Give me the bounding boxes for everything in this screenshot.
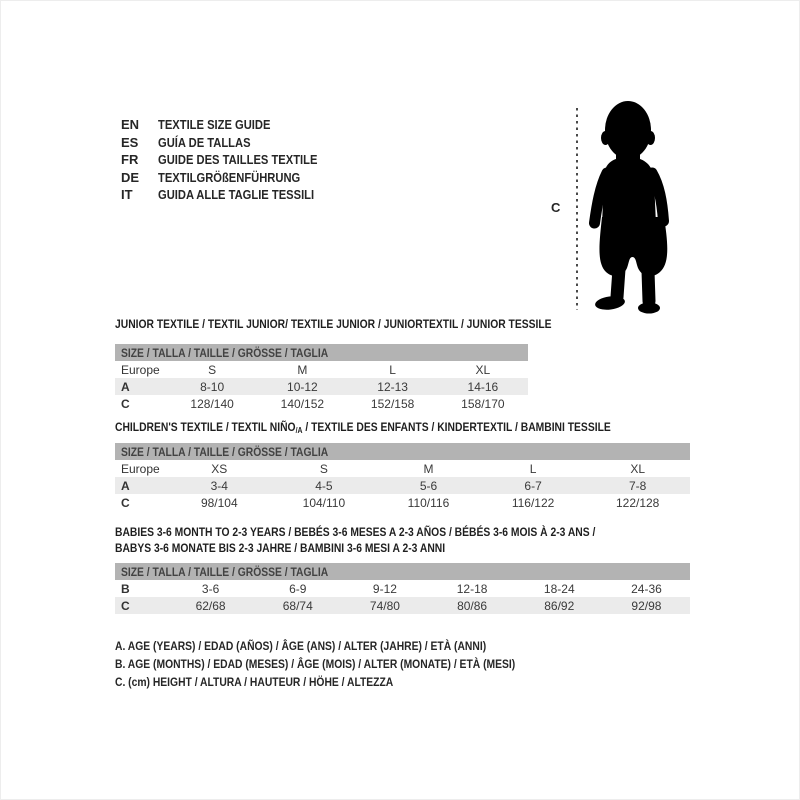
language-row-es: ES GUÍA DE TALLAS — [121, 134, 343, 152]
table-title-line1: BABIES 3-6 MONTH TO 2-3 YEARS / BEBÉS 3-… — [115, 525, 596, 539]
value-cell: 12-18 — [456, 581, 488, 596]
value-cell: 3-4 — [210, 478, 228, 493]
value-cell: 116/122 — [511, 495, 555, 510]
language-title: TEXTILGRÖßENFÜHRUNG — [158, 169, 301, 185]
row-label: C — [121, 396, 130, 411]
value-cell: 68/74 — [282, 598, 313, 613]
row-label: B — [121, 581, 130, 596]
value-cell: 104/110 — [302, 495, 346, 510]
title-subscript: /A — [295, 426, 303, 435]
footnotes: A. AGE (YEARS) / EDAD (AÑOS) / ÂGE (ANS)… — [115, 637, 580, 691]
value-cell: 122/128 — [615, 495, 660, 510]
size-cell: XS — [211, 461, 228, 476]
table-row-c: C 62/68 68/74 74/80 80/86 86/92 92/98 — [115, 597, 690, 614]
size-figure: C — [545, 95, 705, 327]
language-code: ES — [121, 134, 139, 150]
value-cell: 5-6 — [419, 478, 438, 493]
value-cell: 98/104 — [200, 495, 238, 510]
value-cell: 80/86 — [457, 598, 488, 613]
row-label: Europe — [121, 362, 160, 377]
row-label: A — [121, 379, 130, 394]
footnote-a: A. AGE (YEARS) / EDAD (AÑOS) / ÂGE (ANS)… — [115, 639, 487, 653]
value-cell: 12-13 — [377, 379, 408, 394]
value-cell: 86/92 — [544, 598, 575, 613]
value-cell: 128/140 — [190, 396, 234, 411]
row-label: C — [121, 495, 130, 510]
value-cell: 14-16 — [467, 379, 499, 394]
table-row-b: B 3-6 6-9 9-12 12-18 18-24 24-36 — [115, 580, 690, 597]
size-header-bar: SIZE / TALLA / TAILLE / GRÖSSE / TAGLIA — [115, 344, 528, 361]
value-cell: 140/152 — [280, 396, 325, 411]
value-cell: 24-36 — [631, 581, 662, 596]
babies-table: BABIES 3-6 MONTH TO 2-3 YEARS / BEBÉS 3-… — [115, 524, 690, 614]
height-dotted-line — [576, 108, 578, 310]
size-cell: M — [423, 461, 434, 476]
value-cell: 74/80 — [369, 598, 400, 613]
value-cell: 18-24 — [543, 581, 575, 596]
table-title: CHILDREN'S TEXTILE / TEXTIL NIÑO/A / TEX… — [115, 420, 611, 435]
size-header-bar: SIZE / TALLA / TAILLE / GRÖSSE / TAGLIA — [115, 443, 690, 460]
language-row-de: DE TEXTILGRÖßENFÜHRUNG — [121, 169, 343, 187]
table-row-c: C 128/140 140/152 152/158 158/170 — [115, 395, 528, 412]
language-row-en: EN TEXTILE SIZE GUIDE — [121, 116, 343, 134]
size-cell: XL — [630, 461, 646, 476]
value-cell: 152/158 — [370, 396, 415, 411]
size-cell: XL — [475, 362, 491, 377]
size-cell: S — [319, 461, 328, 476]
value-cell: 4-5 — [315, 478, 333, 493]
value-cell: 10-12 — [287, 379, 318, 394]
language-row-it: IT GUIDA ALLE TAGLIE TESSILI — [121, 186, 343, 204]
language-title: GUIDA ALLE TAGLIE TESSILI — [158, 187, 315, 203]
language-code: EN — [121, 117, 140, 133]
table-row-europe: Europe S M L XL — [115, 361, 528, 378]
value-cell: 7-8 — [629, 478, 647, 493]
row-label: C — [121, 598, 130, 613]
size-header-bar: SIZE / TALLA / TAILLE / GRÖSSE / TAGLIA — [115, 563, 690, 580]
size-cell: L — [529, 461, 537, 476]
footnote-c: C. (cm) HEIGHT / ALTURA / HAUTEUR / HÖHE… — [115, 675, 394, 689]
measure-c-label: C — [551, 200, 561, 215]
value-cell: 92/98 — [631, 598, 662, 613]
value-cell: 9-12 — [372, 581, 397, 596]
value-cell: 8-10 — [200, 379, 225, 394]
table-row-europe: Europe XS S M L XL — [115, 460, 690, 477]
row-label: Europe — [121, 461, 160, 476]
baby-silhouette-icon — [589, 101, 669, 314]
value-cell: 110/116 — [407, 495, 450, 510]
language-row-fr: FR GUIDE DES TAILLES TEXTILE — [121, 151, 343, 169]
table-title-line2: BABYS 3-6 MONATE BIS 2-3 JAHRE / BAMBINI… — [115, 541, 446, 555]
footnote-b: B. AGE (MONTHS) / EDAD (MESES) / ÂGE (MO… — [115, 657, 516, 671]
value-cell: 3-6 — [201, 581, 220, 596]
language-code: FR — [121, 152, 139, 168]
value-cell: 6-9 — [289, 581, 307, 596]
row-label: A — [121, 478, 130, 493]
table-title: JUNIOR TEXTILE / TEXTIL JUNIOR/ TEXTILE … — [115, 317, 552, 331]
value-cell: 62/68 — [195, 598, 226, 613]
value-cell: 6-7 — [524, 478, 542, 493]
language-title: TEXTILE SIZE GUIDE — [158, 117, 271, 133]
junior-table: JUNIOR TEXTILE / TEXTIL JUNIOR/ TEXTILE … — [115, 317, 552, 412]
size-cell: L — [389, 362, 396, 377]
table-row-c: C 98/104 104/110 110/116 116/122 122/128 — [115, 494, 690, 511]
children-table: CHILDREN'S TEXTILE / TEXTIL NIÑO/A / TEX… — [115, 420, 690, 511]
size-cell: M — [297, 362, 308, 377]
table-row-a: A 8-10 10-12 12-13 14-16 — [115, 378, 528, 395]
table-row-a: A 3-4 4-5 5-6 6-7 7-8 — [115, 477, 690, 494]
language-title: GUIDE DES TAILLES TEXTILE — [158, 152, 318, 168]
language-list: EN TEXTILE SIZE GUIDE ES GUÍA DE TALLAS … — [121, 116, 343, 204]
size-cell: S — [208, 362, 217, 377]
value-cell: 158/170 — [461, 396, 505, 411]
language-code: IT — [121, 187, 133, 203]
language-title: GUÍA DE TALLAS — [158, 134, 251, 150]
language-code: DE — [121, 169, 140, 185]
